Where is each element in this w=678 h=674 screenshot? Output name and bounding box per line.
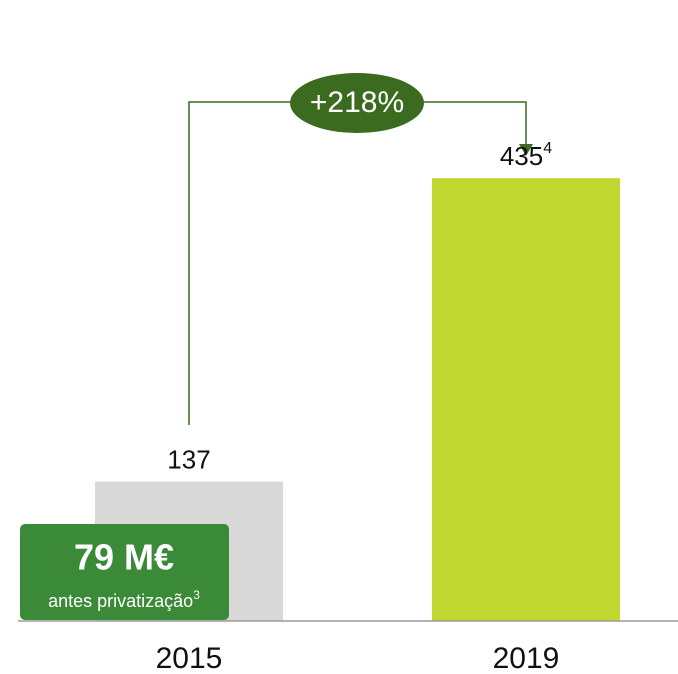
callout: 79 M€ antes privatização3 [20,524,229,620]
x-tick-label: 2015 [156,642,223,674]
bar [432,178,620,622]
growth-badge [290,73,424,133]
value-label: 137 [167,444,210,474]
value-footnote: 4 [543,140,552,157]
callout-text-main: antes privatização [48,591,193,611]
callout-footnote: 3 [193,588,200,602]
arrow-head [519,144,533,156]
value-number: 137 [167,444,210,474]
x-tick-label: 2019 [493,642,560,674]
callout-box [20,524,229,620]
value-number: 435 [500,141,543,171]
growth-label: +218% [310,86,404,119]
callout-headline: 79 M€ [74,537,174,578]
value-label: 4354 [500,140,552,171]
growth-arrow: +218% [188,73,533,425]
callout-text: antes privatização3 [48,588,200,611]
